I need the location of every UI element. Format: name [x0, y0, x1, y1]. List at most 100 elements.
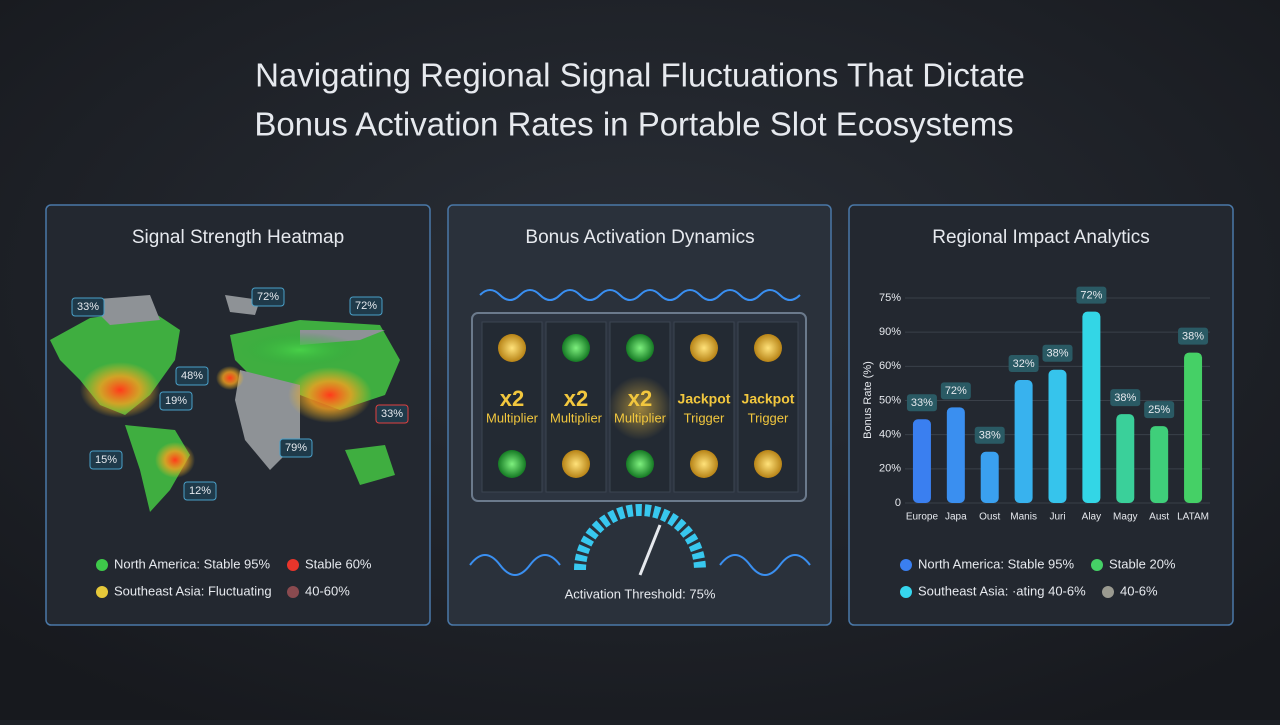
symbol — [690, 334, 718, 362]
y-axis-label: Bonus Rate (%) — [862, 361, 874, 439]
x-tick-label: Europe — [906, 512, 939, 523]
callout: 15% — [95, 454, 117, 466]
x-tick-label: Aust — [1149, 512, 1169, 523]
bar-label: 72% — [1080, 290, 1102, 302]
bar-label: 38% — [1114, 392, 1136, 404]
callout: 79% — [285, 442, 307, 454]
bar-label-box — [1042, 344, 1073, 362]
bar-label-box — [906, 394, 937, 412]
symbol — [562, 450, 590, 478]
reel-label: Multiplier — [486, 410, 539, 425]
bar-label: 38% — [1182, 331, 1204, 343]
wave — [479, 289, 801, 301]
legend-label: North America: Stable 95% — [114, 556, 271, 571]
legend-swatch — [900, 586, 912, 598]
legend-label: Southeast Asia: ·ating 40-6% — [918, 583, 1086, 598]
bar-label: 33% — [911, 397, 933, 409]
reel-label: Jackpot — [678, 391, 731, 407]
x-tick-label: LATAM — [1177, 512, 1209, 523]
legend-swatch — [96, 559, 108, 571]
panel-title: Bonus Activation Dynamics — [525, 227, 754, 248]
y-tick-label: 50% — [879, 394, 901, 406]
bar-label-box — [940, 382, 971, 400]
callout-box — [175, 366, 209, 386]
bar-label-box — [1178, 327, 1209, 345]
callout: 72% — [355, 300, 377, 312]
callout-box — [349, 296, 383, 316]
callout-box — [251, 287, 285, 307]
callout-box — [375, 404, 409, 424]
bar-label-box — [1110, 389, 1141, 407]
symbol — [498, 334, 526, 362]
legend-label: Stable 20% — [1109, 556, 1176, 571]
y-tick-label: 90% — [879, 326, 901, 338]
bar-label-box — [1008, 355, 1039, 372]
legend-label: Southeast Asia: Fluctuating — [114, 583, 272, 598]
legend-label: North America: Stable 95% — [918, 556, 1075, 571]
reel-label: x2 — [564, 386, 588, 411]
bar-label: 38% — [979, 430, 1001, 442]
bar — [1014, 380, 1033, 503]
x-tick-label: Magy — [1113, 512, 1137, 523]
symbol — [754, 334, 782, 362]
reel-label: Multiplier — [614, 410, 667, 425]
callout-box — [279, 438, 313, 458]
callout-box — [71, 297, 105, 317]
bar-label: 32% — [1013, 358, 1035, 370]
bar — [1150, 426, 1169, 503]
callout-box — [89, 450, 123, 470]
symbol — [754, 450, 782, 478]
legend-label: 40-6% — [1120, 583, 1158, 598]
callout: 72% — [257, 291, 279, 303]
gauge-needle — [638, 524, 662, 576]
x-tick-label: Manis — [1010, 512, 1037, 523]
bar — [1082, 311, 1101, 503]
legend-swatch — [96, 586, 108, 598]
reel-label: x2 — [628, 386, 652, 411]
reel-label: x2 — [500, 386, 524, 411]
x-tick-label: Juri — [1049, 512, 1065, 523]
bar-label-box — [1144, 401, 1175, 419]
callout-box — [183, 481, 217, 501]
bar-label-box — [1076, 286, 1107, 304]
callout: 33% — [77, 301, 99, 313]
callout: 12% — [189, 485, 211, 497]
panel-title: Signal Strength Heatmap — [132, 227, 344, 248]
y-tick-label: 40% — [879, 429, 901, 441]
reel-label: Jackpot — [742, 391, 795, 407]
panel — [848, 204, 1234, 626]
legend-swatch — [287, 559, 299, 571]
symbol — [626, 334, 654, 362]
bar — [912, 419, 931, 503]
symbol — [562, 334, 590, 362]
bar — [1048, 369, 1067, 503]
symbol — [690, 450, 718, 478]
legend-label: Stable 60% — [305, 556, 372, 571]
bar — [1116, 414, 1135, 503]
callout: 19% — [165, 395, 187, 407]
reel-label: Trigger — [748, 410, 789, 425]
y-tick-label: 60% — [879, 360, 901, 372]
bar-label: 38% — [1046, 348, 1068, 360]
title-line: Bonus Activation Rates in Portable Slot … — [254, 106, 1013, 143]
y-tick-label: 75% — [879, 292, 901, 304]
highlight — [608, 376, 672, 440]
legend-swatch — [900, 559, 912, 571]
x-tick-label: Oust — [979, 512, 1000, 523]
bar — [946, 407, 965, 503]
bar-label-box — [974, 426, 1005, 444]
wave — [469, 554, 811, 576]
symbol — [626, 450, 654, 478]
bar-label: 25% — [1148, 404, 1170, 416]
legend-swatch — [287, 586, 299, 598]
bar — [980, 451, 999, 503]
reel-label: Multiplier — [550, 410, 603, 425]
panel-title: Regional Impact Analytics — [932, 227, 1150, 248]
gauge — [574, 504, 706, 571]
callout: 33% — [381, 408, 403, 420]
y-tick-label: 20% — [879, 463, 901, 475]
title-line: Navigating Regional Signal Fluctuations … — [255, 57, 1025, 94]
threshold: Activation Threshold: 75% — [565, 586, 716, 601]
reel-label: Trigger — [684, 410, 725, 425]
